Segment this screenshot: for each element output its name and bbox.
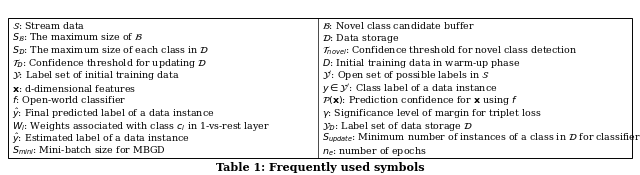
Text: $\mathcal{S}$: Stream data: $\mathcal{S}$: Stream data	[12, 20, 85, 31]
Text: $\mathcal{T}_{\mathcal{D}}$: Confidence threshold for updating $\mathcal{D}$: $\mathcal{T}_{\mathcal{D}}$: Confidence …	[12, 57, 207, 70]
Bar	[8, 18, 632, 158]
Text: $S_{update}$: Minimum number of instances of a class in $\mathcal{D}$ for classi: $S_{update}$: Minimum number of instance…	[322, 132, 640, 145]
Text: $\hat{y}$: Estimated label of a data instance: $\hat{y}$: Estimated label of a data ins…	[12, 131, 189, 146]
Text: $\mathcal{D}$: Data storage: $\mathcal{D}$: Data storage	[322, 32, 399, 45]
Text: $\mathcal{Y}_{\mathcal{D}}$: Label set of data storage $\mathcal{D}$: $\mathcal{Y}_{\mathcal{D}}$: Label set o…	[322, 120, 473, 133]
Text: $y \in \mathcal{Y}'$: Class label of a data instance: $y \in \mathcal{Y}'$: Class label of a d…	[322, 82, 497, 95]
Text: $S_{\mathcal{D}}$: The maximum size of each class in $\mathcal{D}$: $S_{\mathcal{D}}$: The maximum size of e…	[12, 44, 209, 57]
Text: $\mathbf{x}$: d-dimensional features: $\mathbf{x}$: d-dimensional features	[12, 83, 136, 94]
Text: $D$: Initial training data in warm-up phase: $D$: Initial training data in warm-up ph…	[322, 57, 520, 70]
Text: $\gamma$: Significance level of margin for triplet loss: $\gamma$: Significance level of margin f…	[322, 107, 541, 120]
Text: $\mathcal{Y}'$: Open set of possible labels in $\mathcal{S}$: $\mathcal{Y}'$: Open set of possible lab…	[322, 69, 490, 82]
Text: $\hat{y}$: Final predicted label of a data instance: $\hat{y}$: Final predicted label of a da…	[12, 106, 214, 121]
Text: $f$: Open-world classifier: $f$: Open-world classifier	[12, 94, 126, 107]
Text: $S_{mini}$: Mini-batch size for MBGD: $S_{mini}$: Mini-batch size for MBGD	[12, 145, 165, 158]
Text: $W_l$: Weights associated with class $c_l$ in 1-vs-rest layer: $W_l$: Weights associated with class $c_…	[12, 120, 269, 133]
Text: $\mathcal{B}$: Novel class candidate buffer: $\mathcal{B}$: Novel class candidate buf…	[322, 20, 475, 31]
Text: $\mathcal{Y}$: Label set of initial training data: $\mathcal{Y}$: Label set of initial trai…	[12, 69, 179, 82]
Text: $S_{\mathcal{B}}$: The maximum size of $\mathcal{B}$: $S_{\mathcal{B}}$: The maximum size of $…	[12, 32, 143, 44]
Text: $\mathcal{P}(\mathbf{x})$: Prediction confidence for $\mathbf{x}$ using $f$: $\mathcal{P}(\mathbf{x})$: Prediction co…	[322, 94, 518, 107]
Text: $\mathcal{T}_{novel}$: Confidence threshold for novel class detection: $\mathcal{T}_{novel}$: Confidence thresh…	[322, 44, 577, 57]
Text: Table 1: Frequently used symbols: Table 1: Frequently used symbols	[216, 162, 424, 173]
Text: $n_e$: number of epochs: $n_e$: number of epochs	[322, 145, 426, 158]
